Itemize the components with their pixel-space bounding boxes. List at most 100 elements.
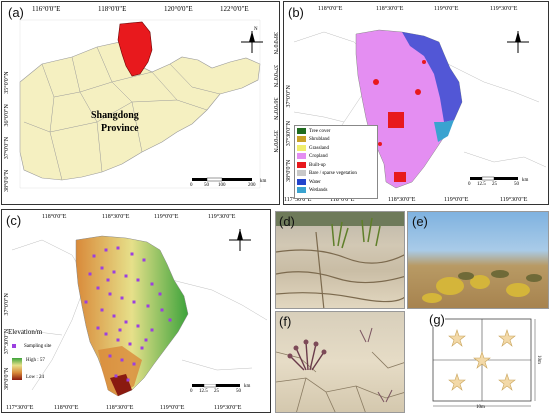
legend-label: Wetlands <box>309 188 328 194</box>
legend-label: Built-up <box>309 162 326 168</box>
low-label: Low : 24 <box>26 375 45 380</box>
sampling-site-point <box>112 270 116 274</box>
sampling-stars <box>448 329 516 391</box>
legend-swatch <box>297 153 306 160</box>
lon-tick-c-b2: 118°0'0"E <box>54 405 79 411</box>
sampling-site-point <box>118 328 122 332</box>
lat-ticks-left-a: 38°0'0"N 37°0'0"N 36°0'0"N 35°0'0"N <box>4 32 14 192</box>
lat-tick-b-1: 38°0'0"N <box>286 159 292 182</box>
legend-swatch <box>297 187 306 194</box>
lon-tick-b-2: 118°30'0"E <box>376 6 404 12</box>
lat-tick-a-r1: 38°0'0"N <box>272 32 278 55</box>
legend-swatch <box>297 170 306 177</box>
lon-tick-c-3: 119°0'0"E <box>154 214 179 220</box>
legend-item: Wetlands <box>297 187 375 195</box>
legend-label: Grassland <box>309 146 329 152</box>
panel-f-label: (f) <box>279 314 292 329</box>
lon-tick-c-4: 119°30'0"E <box>208 214 236 220</box>
sampling-site-point <box>104 248 108 252</box>
scale-100-a: 100 <box>218 183 226 188</box>
photo-e-svg <box>422 270 542 303</box>
lon-tick-b-1: 118°0'0"E <box>318 6 343 12</box>
legend-item: Shrubland <box>297 136 375 144</box>
study-area-highlight <box>117 21 153 77</box>
lon-tick-c-2: 118°30'0"E <box>102 214 130 220</box>
legend-item: Tree cover <box>297 128 375 136</box>
sampling-site-point <box>130 252 134 256</box>
sampling-site-point <box>124 274 128 278</box>
svg-text:N: N <box>254 27 258 32</box>
panel-a-svg: N <box>2 2 279 204</box>
province-label-2: Province <box>101 123 139 134</box>
sampling-site-point <box>158 292 162 296</box>
scale-zero-c: 0 <box>190 389 193 394</box>
lon-tick-b-b2: 118°0'0"E <box>330 197 355 203</box>
lat-tick-a-r2: 37°0'0"N <box>272 64 278 88</box>
height-label: 10m <box>536 355 541 364</box>
sampling-points-layer <box>84 246 172 382</box>
sampling-site-point <box>108 354 112 358</box>
legend-item: Built-up <box>297 161 375 170</box>
lon-tick-b-4: 119°30'0"E <box>490 6 518 12</box>
sampling-site-point <box>160 308 164 312</box>
scale-25-b: 25 <box>492 182 497 187</box>
photo-f-cracked-soil: (f) <box>275 311 405 413</box>
scale-12-c: 12.5 <box>199 389 208 394</box>
width-label: 10m <box>476 405 485 410</box>
panel-b-landcover-map: (b) 118°0'0"E 118°30'0"E 119°0'0"E 119°3… <box>283 1 549 205</box>
scale-unit-b: km <box>522 178 529 183</box>
sampling-site-point <box>106 278 110 282</box>
legend-swatch <box>297 161 306 168</box>
sampling-site-point <box>92 254 96 258</box>
panel-g-label: (g) <box>429 312 445 327</box>
legend-label: Water <box>309 179 321 185</box>
scale-50-b: 50 <box>514 182 519 187</box>
lat-tick-a-r3: 36°0'0"N <box>272 97 278 120</box>
lat-tick-b-2: 37°30'0"N <box>286 120 292 147</box>
legend-label: Shrubland <box>309 137 330 143</box>
legend-item: Grassland <box>297 144 375 153</box>
panel-g-svg <box>432 318 536 407</box>
sampling-site-point <box>120 296 124 300</box>
sampling-site-point <box>128 342 132 346</box>
north-arrow-a: N <box>241 27 263 53</box>
province-label-1: Shangdong <box>91 110 139 121</box>
legend-item: Cropland <box>297 153 375 161</box>
scale-bar-a <box>192 177 252 182</box>
lon-tick-c-1: 118°0'0"E <box>42 214 67 220</box>
lon-tick-b-b4: 119°0'0"E <box>444 197 469 203</box>
sampling-site-point <box>100 308 104 312</box>
panel-e-label: (e) <box>412 214 428 229</box>
landcover-legend: Tree cover Shrubland Grassland Cropland … <box>294 125 378 199</box>
high-label: High : 57 <box>26 358 45 363</box>
panel-c-elevation-map: (c) 118°0'0"E 118°30'0"E 119°0'0"E 119°3… <box>1 209 271 413</box>
scale-unit-a: km <box>260 179 267 184</box>
scale-50-a: 50 <box>204 183 209 188</box>
sampling-site-point <box>144 338 148 342</box>
sampling-site-point <box>140 346 144 350</box>
lat-tick-a-r4: 35°0'0"N <box>272 130 278 153</box>
panel-b-label: (b) <box>288 5 304 20</box>
sampling-site-point <box>88 272 92 276</box>
lon-tick-a-2: 118°0'0"E <box>98 5 127 13</box>
scale-50-c: 50 <box>236 389 241 394</box>
photo-f-svg <box>276 327 404 412</box>
elevation-ramp <box>12 358 22 380</box>
north-arrow-c <box>229 229 251 251</box>
sampling-site-point <box>114 374 118 378</box>
sampling-site-point <box>108 292 112 296</box>
sampling-site-point <box>112 314 116 318</box>
sampling-site-point <box>136 324 140 328</box>
sampling-site-point <box>96 326 100 330</box>
lat-tick-a-1: 38°0'0"N <box>4 169 10 192</box>
scale-unit-c: km <box>244 384 251 389</box>
lon-tick-b-b5: 119°30'0"E <box>500 197 528 203</box>
sampling-site-point <box>96 286 100 290</box>
sampling-site-point <box>132 300 136 304</box>
lat-tick-b-3: 37°0'0"N <box>286 85 292 108</box>
lon-tick-c-b3: 118°30'0"E <box>106 405 134 411</box>
sampling-label: Sampling site <box>24 344 52 350</box>
lon-tick-b-b1: 117°30'0"E <box>284 197 312 203</box>
sampling-site-point <box>124 320 128 324</box>
lon-tick-b-3: 119°0'0"E <box>434 6 459 12</box>
